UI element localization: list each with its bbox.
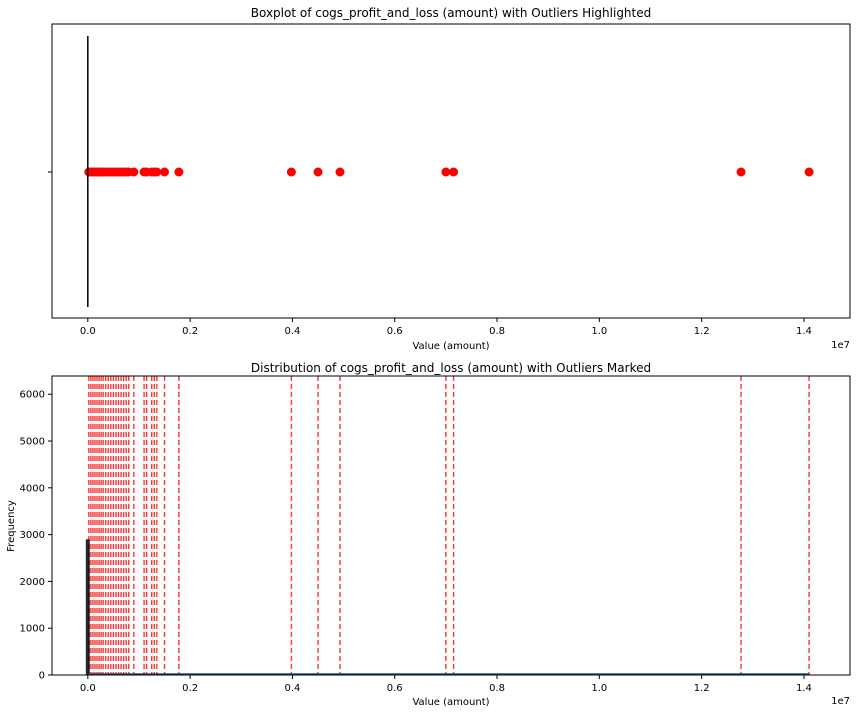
x-tick-label: 0.0 (80, 683, 96, 694)
outlier-point (736, 167, 746, 177)
y-tick-label: 2000 (20, 577, 45, 588)
outlier-point (441, 167, 451, 177)
boxplot-x-ticks: 0.0 0.2 0.4 0.6 0.8 1.0 1.2 1.4 (80, 318, 812, 337)
boxplot-plot-area (51, 23, 851, 319)
y-tick-label: 6000 (20, 390, 45, 401)
y-tick-label: 4000 (20, 483, 45, 494)
x-tick-label: 0.4 (284, 683, 300, 694)
outlier-point (152, 167, 162, 177)
histogram-outlier-lines (85, 376, 810, 675)
x-tick-label: 0.8 (489, 683, 505, 694)
histogram-y-ticks: 0 1000 2000 3000 4000 5000 6000 (20, 390, 52, 682)
boxplot-x-multiplier: 1e7 (831, 340, 850, 351)
boxplot-x-label: Value (amount) (412, 341, 489, 352)
boxplot-title: Boxplot of cogs_profit_and_loss (amount)… (251, 6, 652, 20)
x-tick-label: 0.2 (182, 326, 198, 337)
outlier-point (335, 167, 345, 177)
outlier-point (313, 167, 323, 177)
x-tick-label: 1.2 (694, 683, 710, 694)
x-tick-label: 1.0 (591, 326, 607, 337)
boxplot-panel: Boxplot of cogs_profit_and_loss (amount)… (48, 6, 851, 352)
y-tick-label: 5000 (20, 437, 45, 448)
boxplot-outliers (84, 167, 814, 177)
histogram-x-ticks: 0.0 0.2 0.4 0.6 0.8 1.0 1.2 1.4 (80, 675, 812, 694)
histogram-bar (85, 539, 90, 675)
outlier-point (129, 167, 139, 177)
x-tick-label: 0.2 (182, 683, 198, 694)
histogram-panel: Distribution of cogs_profit_and_loss (am… (6, 361, 851, 708)
x-tick-label: 1.4 (796, 683, 812, 694)
x-tick-label: 1.2 (694, 326, 710, 337)
y-tick-label: 1000 (20, 624, 45, 635)
x-tick-label: 1.4 (796, 326, 812, 337)
outlier-point (449, 167, 459, 177)
x-tick-label: 0.0 (80, 326, 96, 337)
histogram-x-multiplier: 1e7 (831, 696, 850, 707)
outlier-point (286, 167, 296, 177)
outlier-point (804, 167, 814, 177)
histogram-title: Distribution of cogs_profit_and_loss (am… (251, 361, 651, 375)
histogram-plot-area (51, 375, 851, 676)
outlier-point (174, 167, 184, 177)
histogram-x-label: Value (amount) (412, 697, 489, 708)
outlier-point (160, 167, 170, 177)
x-tick-label: 1.0 (591, 683, 607, 694)
y-tick-label: 0 (39, 671, 45, 682)
histogram-y-label: Frequency (6, 500, 17, 552)
x-tick-label: 0.4 (284, 326, 300, 337)
y-tick-label: 3000 (20, 530, 45, 541)
x-tick-label: 0.6 (387, 326, 403, 337)
x-tick-label: 0.6 (387, 683, 403, 694)
x-tick-label: 0.8 (489, 326, 505, 337)
